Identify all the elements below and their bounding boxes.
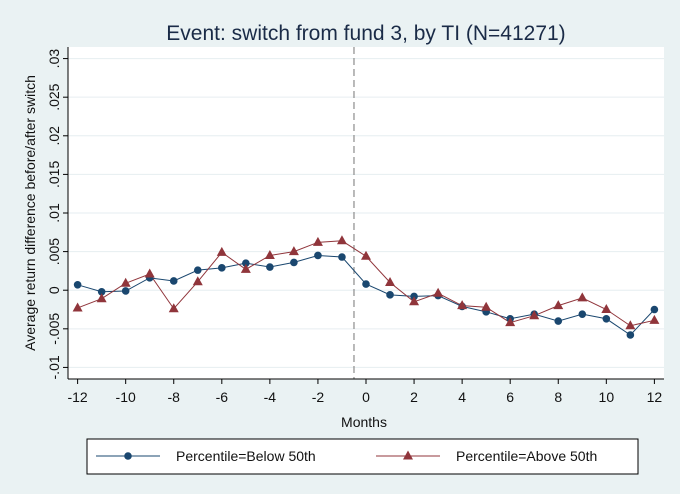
data-point bbox=[73, 281, 82, 289]
data-point bbox=[121, 287, 130, 295]
y-tick-label: .015 bbox=[46, 161, 62, 188]
data-point bbox=[96, 293, 107, 303]
data-point bbox=[649, 314, 660, 324]
data-point bbox=[529, 310, 540, 320]
x-tick-label: -8 bbox=[168, 389, 181, 405]
data-point bbox=[385, 276, 396, 286]
data-point bbox=[578, 310, 587, 318]
y-tick-label: .01 bbox=[46, 203, 62, 223]
legend-marker-above-50th bbox=[403, 450, 413, 460]
y-tick-label: .005 bbox=[46, 238, 62, 265]
data-point bbox=[264, 249, 275, 259]
x-tick-label: 4 bbox=[458, 389, 466, 405]
legend-box bbox=[86, 438, 639, 475]
legend-label-below-50th: Percentile=Below 50th bbox=[176, 448, 316, 464]
x-tick-label: -10 bbox=[116, 389, 136, 405]
data-point bbox=[481, 301, 492, 311]
x-tick-label: -6 bbox=[216, 389, 229, 405]
data-point bbox=[290, 258, 298, 267]
x-tick-label: -4 bbox=[264, 389, 277, 405]
data-point bbox=[216, 246, 227, 256]
x-tick-label: -12 bbox=[67, 389, 87, 405]
axis-layer: -.01 -.005 0 .005 .01 .015 .02 .025 .03 -12 -10 -8 -… bbox=[46, 47, 664, 405]
grid-layer bbox=[68, 58, 664, 368]
y-tick-label: .025 bbox=[46, 83, 62, 110]
legend: Percentile=Below 50th Percentile=Above 5… bbox=[86, 438, 639, 475]
y-axis-title: Average return difference before/after s… bbox=[22, 75, 38, 351]
data-point bbox=[362, 280, 370, 288]
data-point bbox=[97, 287, 106, 296]
legend-item-below-50th: Percentile=Below 50th bbox=[96, 448, 316, 464]
data-point bbox=[386, 291, 394, 299]
data-point bbox=[72, 302, 83, 312]
data-point bbox=[192, 276, 203, 286]
data-point bbox=[433, 287, 444, 297]
data-point bbox=[505, 317, 516, 327]
data-point bbox=[242, 259, 250, 267]
legend-marker-below-50th bbox=[124, 452, 132, 460]
data-point bbox=[288, 246, 299, 256]
data-point bbox=[338, 253, 346, 261]
x-axis-title: Months bbox=[341, 414, 387, 430]
x-tick-label: 6 bbox=[506, 389, 514, 405]
data-point bbox=[602, 314, 611, 323]
y-tick-label: -.01 bbox=[46, 355, 62, 379]
legend-label-above-50th: Percentile=Above 50th bbox=[456, 448, 597, 464]
x-tick-label: -2 bbox=[312, 389, 325, 405]
chart-title: Event: switch from fund 3, by TI (N=4127… bbox=[166, 22, 565, 45]
y-tick-label: -.005 bbox=[46, 313, 62, 345]
y-tick-label: .03 bbox=[46, 49, 62, 69]
data-point bbox=[625, 320, 636, 330]
y-tick-label: 0 bbox=[46, 286, 62, 294]
data-point bbox=[120, 277, 131, 287]
x-tick-label: 12 bbox=[647, 389, 663, 405]
data-point bbox=[409, 296, 420, 306]
x-tick-label: 2 bbox=[410, 389, 418, 405]
data-point bbox=[601, 304, 612, 314]
y-tick-label: .02 bbox=[46, 126, 62, 146]
data-point bbox=[457, 300, 468, 310]
x-tick-label: 10 bbox=[599, 389, 615, 405]
data-point bbox=[144, 268, 155, 278]
legend-item-above-50th: Percentile=Above 50th bbox=[376, 448, 597, 464]
data-point bbox=[554, 317, 563, 325]
data-point bbox=[577, 292, 588, 302]
data-point bbox=[218, 264, 226, 272]
data-point bbox=[553, 300, 564, 310]
data-point bbox=[193, 266, 202, 274]
data-point bbox=[626, 331, 635, 339]
data-point bbox=[266, 263, 274, 271]
data-point bbox=[169, 277, 178, 285]
series-layer bbox=[72, 235, 660, 339]
x-tick-label: 8 bbox=[554, 389, 562, 405]
data-point bbox=[650, 305, 659, 314]
data-point bbox=[240, 263, 251, 273]
data-point bbox=[336, 235, 347, 245]
data-point bbox=[312, 236, 323, 246]
data-point bbox=[314, 251, 322, 260]
data-point bbox=[168, 303, 179, 313]
x-tick-label: 0 bbox=[362, 389, 370, 405]
data-point bbox=[361, 250, 371, 260]
